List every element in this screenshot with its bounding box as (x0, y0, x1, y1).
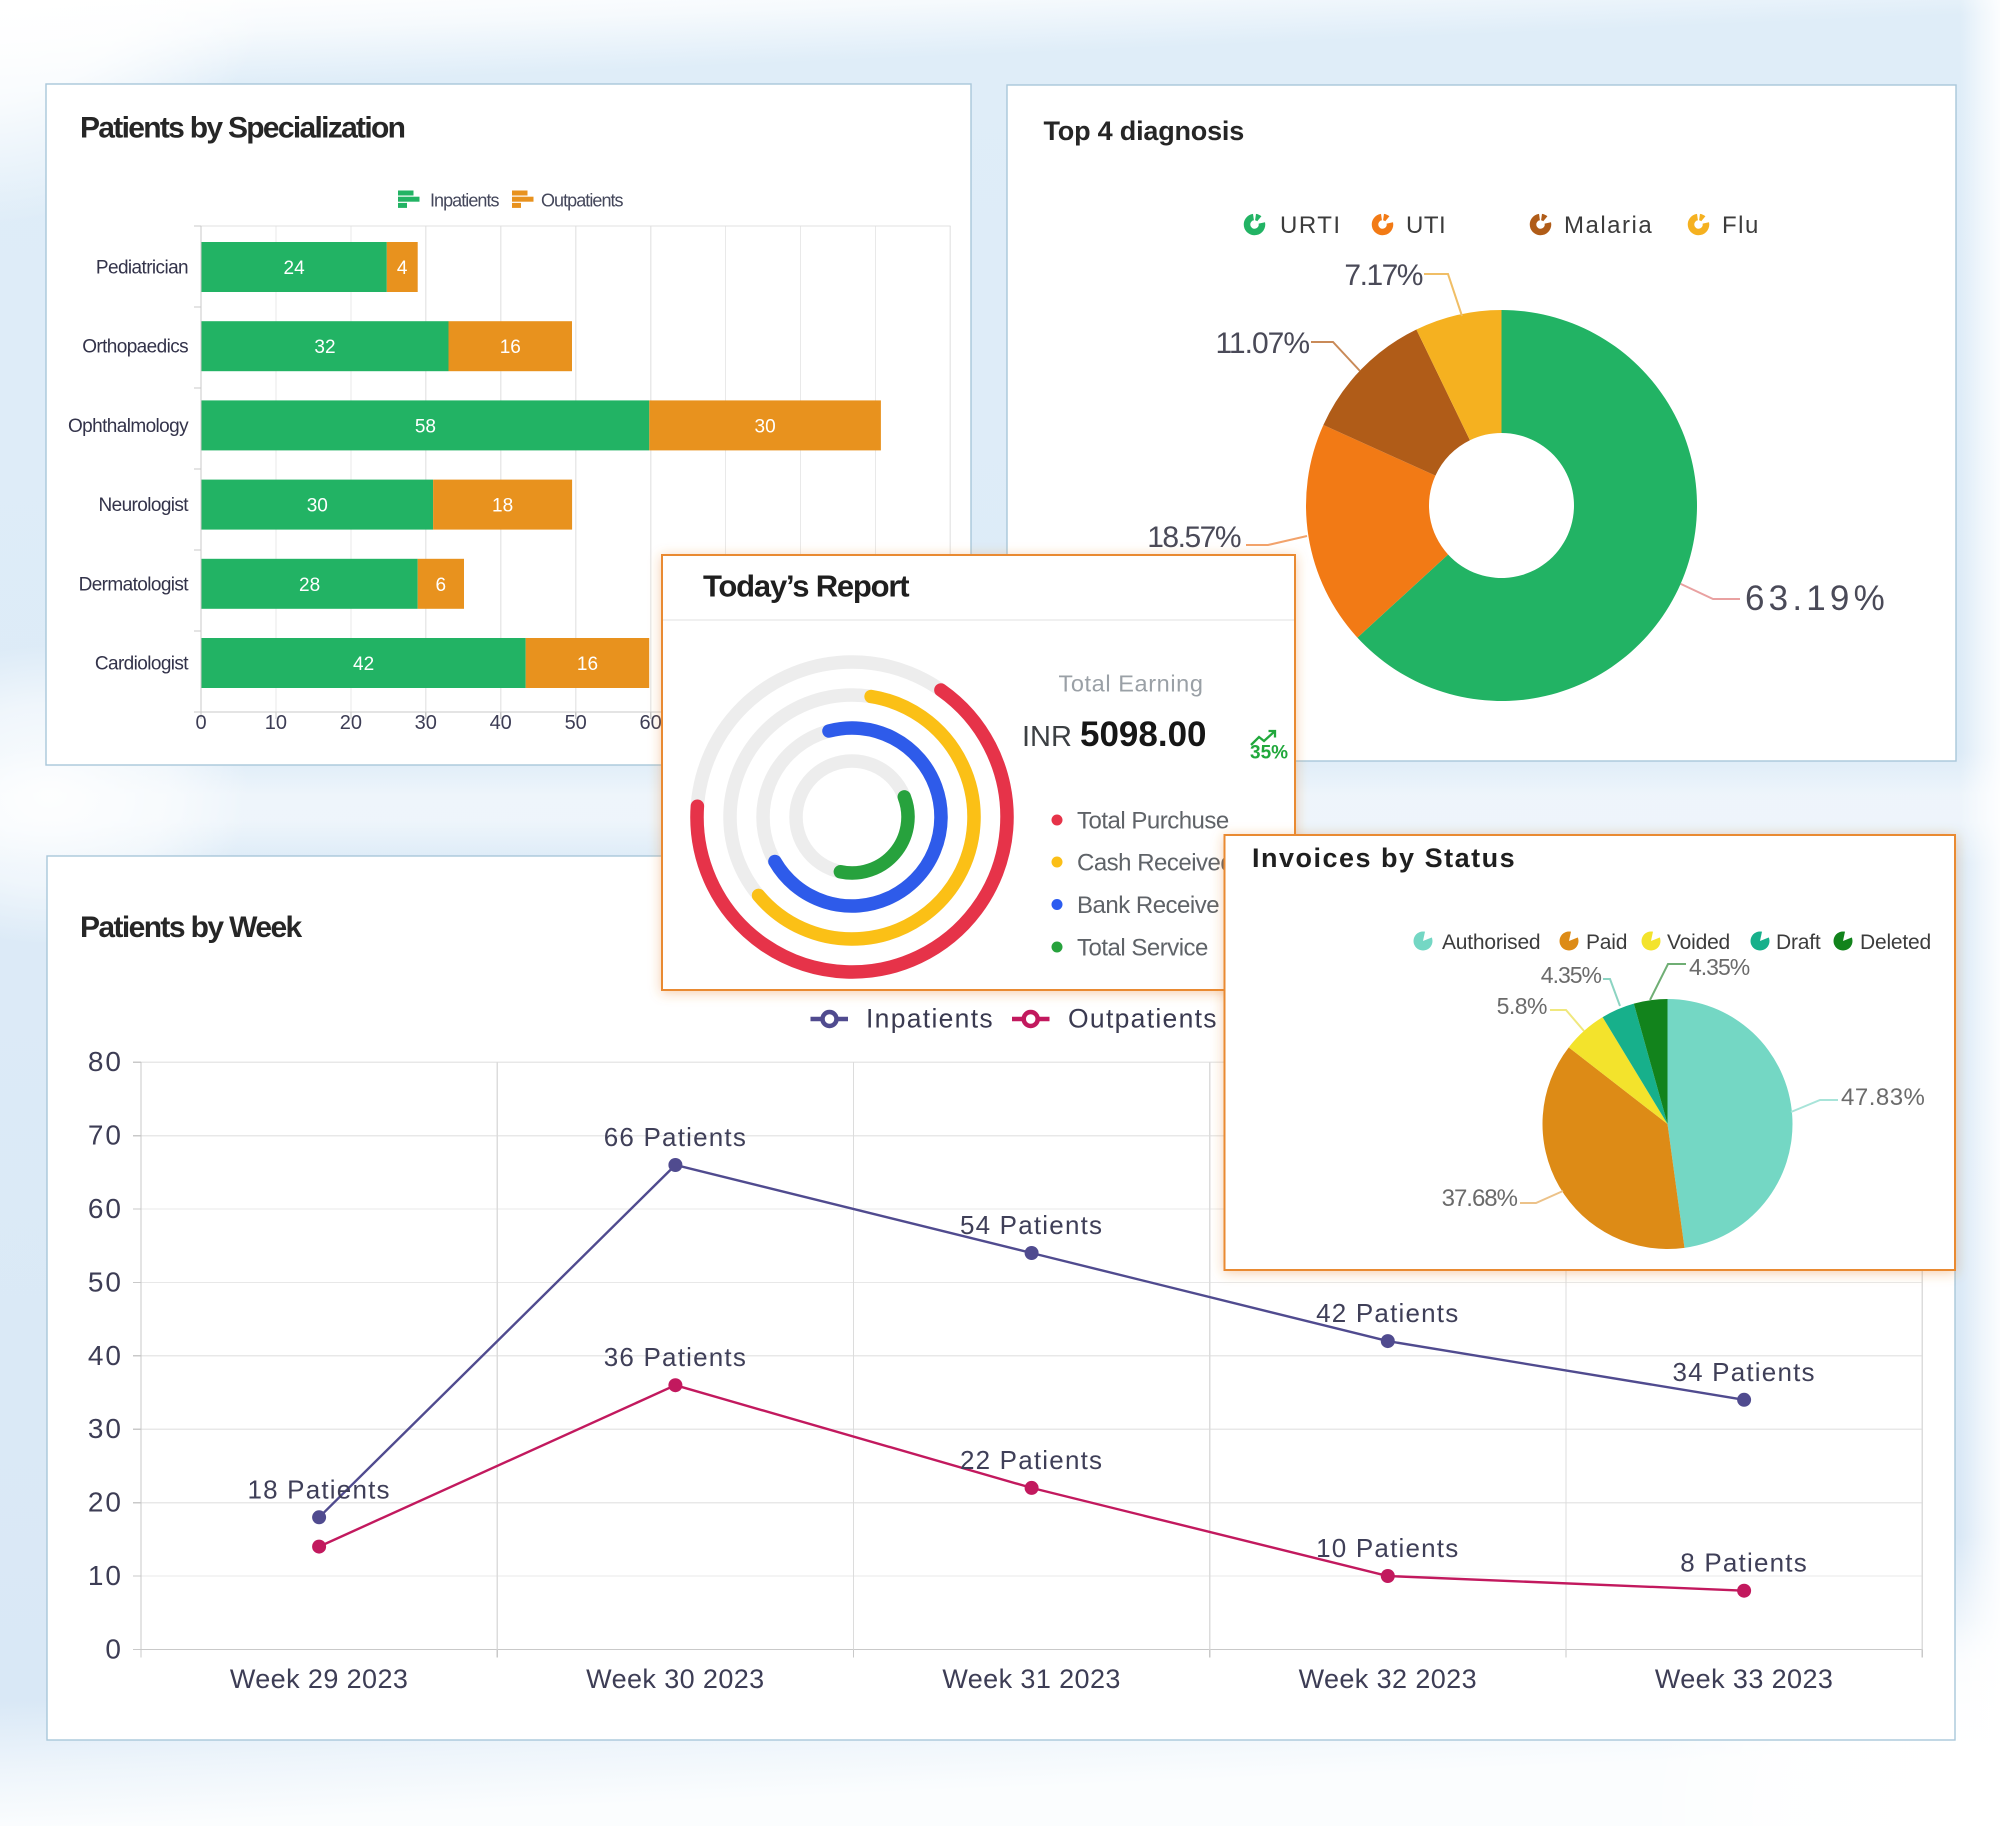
svg-text:4.35%: 4.35% (1689, 954, 1750, 980)
svg-text:22 Patients: 22 Patients (960, 1445, 1103, 1475)
svg-text:4.35%: 4.35% (1541, 962, 1602, 988)
svg-text:Top 4 diagnosis: Top 4 diagnosis (1044, 116, 1245, 146)
svg-text:50: 50 (565, 712, 587, 734)
svg-text:Flu: Flu (1722, 212, 1760, 239)
svg-text:4: 4 (397, 258, 408, 279)
svg-text:Today’s Report: Today’s Report (703, 569, 909, 604)
svg-text:Week 33 2023: Week 33 2023 (1655, 1664, 1833, 1694)
svg-text:20: 20 (340, 712, 362, 734)
svg-text:16: 16 (577, 654, 598, 675)
svg-text:Patients by Specialization: Patients by Specialization (80, 112, 405, 145)
svg-text:Ophthalmology: Ophthalmology (68, 416, 189, 437)
svg-text:Neurologist: Neurologist (98, 495, 189, 516)
svg-text:7.17%: 7.17% (1344, 259, 1422, 292)
svg-text:Week 32 2023: Week 32 2023 (1299, 1664, 1477, 1694)
svg-text:70: 70 (88, 1120, 123, 1151)
svg-text:6: 6 (436, 575, 447, 596)
svg-text:54 Patients: 54 Patients (960, 1210, 1103, 1240)
svg-text:47.83%: 47.83% (1841, 1084, 1925, 1111)
svg-text:32: 32 (314, 337, 335, 358)
svg-text:58: 58 (415, 416, 436, 437)
svg-text:Total Earning: Total Earning (1059, 671, 1204, 697)
svg-text:Dermatologist: Dermatologist (79, 574, 190, 595)
svg-text:Invoices by Status: Invoices by Status (1252, 843, 1516, 873)
svg-text:42: 42 (353, 654, 374, 675)
svg-text:Authorised: Authorised (1442, 931, 1540, 954)
svg-text:Voided: Voided (1667, 931, 1730, 954)
svg-text:35%: 35% (1250, 743, 1288, 764)
svg-text:Pediatrician: Pediatrician (96, 258, 188, 279)
svg-text:40: 40 (88, 1340, 123, 1371)
svg-text:UTI: UTI (1406, 212, 1446, 239)
svg-text:INR 5098.00: INR 5098.00 (1022, 715, 1207, 754)
svg-text:42 Patients: 42 Patients (1316, 1298, 1459, 1328)
svg-text:20: 20 (88, 1487, 123, 1518)
svg-text:63.19%: 63.19% (1745, 579, 1889, 618)
svg-text:Cardiologist: Cardiologist (95, 654, 189, 675)
svg-text:10: 10 (265, 712, 287, 734)
svg-text:30: 30 (755, 416, 776, 437)
svg-text:30: 30 (88, 1413, 123, 1444)
svg-text:Bank Receive: Bank Receive (1077, 892, 1219, 919)
svg-text:8 Patients: 8 Patients (1680, 1548, 1808, 1578)
svg-text:Inpatients: Inpatients (866, 1004, 994, 1034)
svg-text:Total Purchuse: Total Purchuse (1077, 808, 1229, 835)
svg-text:Outpatients: Outpatients (541, 191, 624, 211)
svg-text:18.57%: 18.57% (1147, 521, 1241, 554)
svg-text:11.07%: 11.07% (1215, 327, 1309, 360)
svg-text:37.68%: 37.68% (1442, 1185, 1518, 1212)
svg-text:18: 18 (492, 496, 513, 517)
svg-text:36 Patients: 36 Patients (604, 1342, 747, 1372)
svg-text:60: 60 (88, 1193, 123, 1224)
svg-text:60: 60 (639, 712, 661, 734)
svg-text:66 Patients: 66 Patients (604, 1122, 747, 1152)
svg-text:Outpatients: Outpatients (1068, 1004, 1218, 1034)
svg-text:0: 0 (195, 712, 206, 734)
svg-text:Cash Received: Cash Received (1077, 850, 1233, 877)
svg-text:Week 29 2023: Week 29 2023 (230, 1664, 408, 1694)
svg-text:10 Patients: 10 Patients (1316, 1533, 1459, 1563)
svg-text:10: 10 (88, 1560, 123, 1591)
svg-text:Total Service: Total Service (1077, 935, 1208, 962)
svg-text:40: 40 (490, 712, 512, 734)
svg-text:URTI: URTI (1280, 212, 1342, 239)
svg-text:30: 30 (307, 496, 328, 517)
svg-text:Patients by Week: Patients by Week (80, 911, 303, 944)
svg-text:Week 31 2023: Week 31 2023 (942, 1664, 1120, 1694)
svg-text:Draft: Draft (1776, 931, 1821, 954)
svg-text:5.8%: 5.8% (1497, 993, 1547, 1019)
svg-text:28: 28 (299, 575, 320, 596)
svg-text:Paid: Paid (1586, 931, 1627, 954)
svg-text:24: 24 (284, 258, 306, 279)
svg-text:Orthopaedics: Orthopaedics (82, 337, 188, 358)
svg-text:80: 80 (88, 1046, 123, 1077)
svg-text:16: 16 (500, 337, 521, 358)
svg-text:Malaria: Malaria (1564, 212, 1653, 239)
svg-text:50: 50 (88, 1266, 123, 1297)
svg-text:34 Patients: 34 Patients (1672, 1357, 1815, 1387)
svg-text:Deleted: Deleted (1860, 931, 1931, 954)
svg-text:30: 30 (415, 712, 437, 734)
svg-text:0: 0 (105, 1633, 123, 1664)
svg-text:18 Patients: 18 Patients (247, 1474, 390, 1504)
svg-text:Inpatients: Inpatients (430, 191, 500, 211)
svg-text:Week 30 2023: Week 30 2023 (586, 1664, 764, 1694)
